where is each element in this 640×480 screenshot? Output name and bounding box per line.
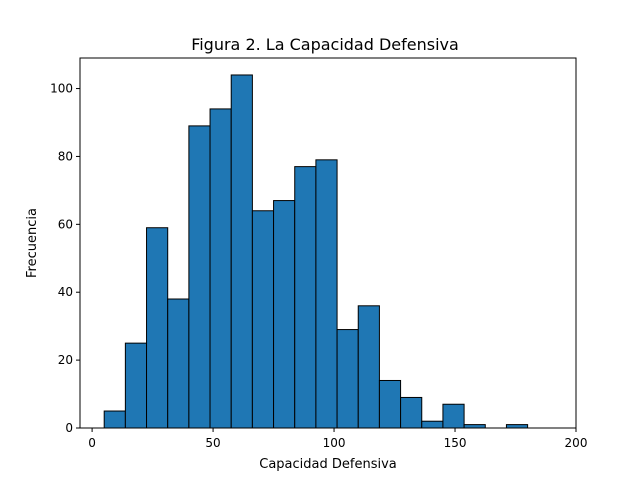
x-tick-label: 200 — [565, 436, 588, 450]
y-tick-label: 20 — [58, 353, 73, 367]
histogram-bar-3 — [167, 298, 190, 429]
x-tick-label: 150 — [444, 436, 467, 450]
histogram-bar-4 — [188, 125, 211, 429]
histogram-bar-15 — [421, 420, 444, 429]
x-tick-label: 50 — [205, 436, 220, 450]
histogram-bar-11 — [336, 329, 359, 429]
histogram-bar-13 — [378, 379, 402, 429]
x-tick-label: 100 — [323, 436, 346, 450]
y-tick-label: 80 — [58, 149, 73, 163]
histogram-bar-19 — [505, 424, 529, 429]
bars-group — [103, 74, 529, 429]
y-tick-label: 0 — [65, 421, 73, 435]
y-axis-label: Frecuencia — [25, 208, 40, 278]
histogram-bar-12 — [357, 305, 380, 429]
plot-frame — [79, 57, 577, 429]
histogram-bar-8 — [273, 200, 296, 429]
histogram-bar-10 — [315, 159, 338, 429]
histogram-bar-7 — [251, 210, 275, 429]
y-tick-label: 40 — [58, 285, 73, 299]
y-tick-label: 60 — [58, 217, 73, 231]
chart-title: Figura 2. La Capacidad Defensiva — [191, 35, 459, 54]
histogram-bar-1 — [124, 342, 148, 429]
histogram-bar-16 — [442, 403, 465, 429]
histogram-bar-5 — [209, 108, 232, 429]
y-tick-label: 100 — [50, 82, 73, 96]
x-tick-label: 0 — [88, 436, 96, 450]
histogram-bar-2 — [146, 227, 169, 429]
x-axis-label: Capacidad Defensiva — [259, 457, 397, 472]
histogram-bar-17 — [463, 424, 486, 429]
histogram-bar-14 — [400, 396, 423, 429]
histogram-bar-9 — [294, 166, 317, 429]
x-axis: 0 50 100 150 200 — [88, 428, 587, 450]
histogram-bar-0 — [103, 410, 126, 429]
y-axis: 0 20 40 60 80 100 — [50, 82, 80, 435]
histogram-bar-6 — [230, 74, 253, 429]
